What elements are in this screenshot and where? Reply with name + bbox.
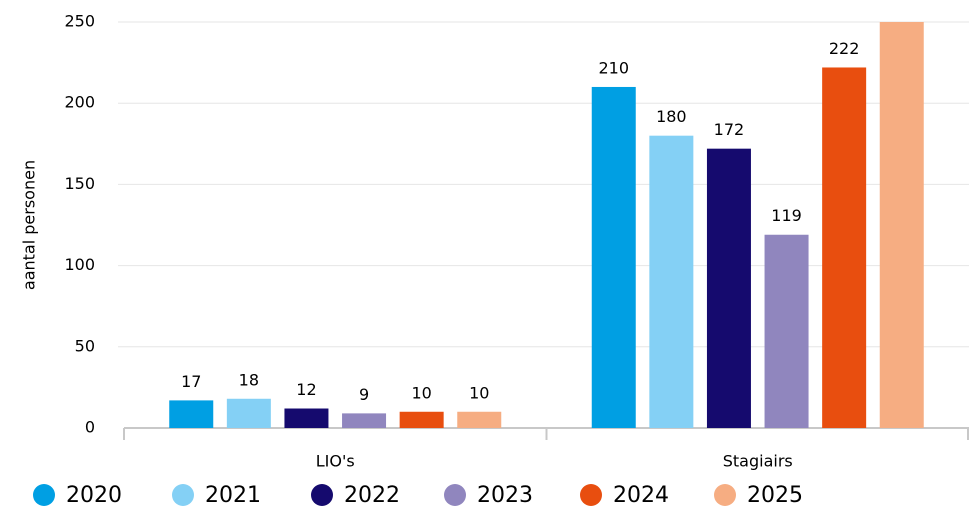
- bar: [591, 86, 636, 429]
- bar: [399, 411, 444, 428]
- legend-label: 2022: [344, 483, 400, 507]
- legend-swatch: [311, 484, 333, 506]
- legend-label: 2023: [477, 483, 533, 507]
- legend-swatch: [33, 484, 55, 506]
- data-label: 210: [598, 58, 629, 77]
- bar: [226, 398, 271, 428]
- bar: [457, 411, 502, 428]
- bar: [764, 234, 809, 428]
- x-tick-label: LIO's: [316, 452, 355, 471]
- legend-label: 2020: [66, 483, 122, 507]
- data-label: 12: [296, 380, 316, 399]
- y-tick-label: 0: [85, 418, 95, 437]
- legend-label: 2025: [747, 483, 803, 507]
- data-label: 10: [411, 383, 431, 402]
- legend-label: 2021: [205, 483, 261, 507]
- data-label: 119: [771, 206, 802, 225]
- bar: [879, 22, 924, 428]
- bar: [284, 408, 329, 428]
- data-label: 180: [656, 107, 687, 126]
- legend-swatch: [580, 484, 602, 506]
- legend-label: 2024: [613, 483, 669, 507]
- data-label: 17: [181, 372, 201, 391]
- data-label: 10: [469, 383, 489, 402]
- bar: [169, 400, 214, 428]
- bar: [342, 413, 387, 428]
- data-label: 9: [359, 385, 369, 404]
- y-tick-label: 250: [64, 12, 95, 31]
- legend-swatch: [172, 484, 194, 506]
- bar: [706, 148, 751, 428]
- y-tick-label: 150: [64, 174, 95, 193]
- y-tick-label: 50: [75, 336, 95, 355]
- legend-swatch: [444, 484, 466, 506]
- y-tick-label: 100: [64, 255, 95, 274]
- bar: [649, 135, 694, 428]
- data-label: 18: [239, 370, 259, 389]
- y-tick-label: 200: [64, 93, 95, 112]
- data-label: 222: [829, 39, 860, 58]
- bars: [169, 22, 924, 429]
- bar: [822, 67, 867, 429]
- data-label: 172: [714, 120, 745, 139]
- y-axis-label: aantal personen: [20, 160, 39, 290]
- legend-swatch: [714, 484, 736, 506]
- x-tick-label: Stagiairs: [723, 452, 793, 471]
